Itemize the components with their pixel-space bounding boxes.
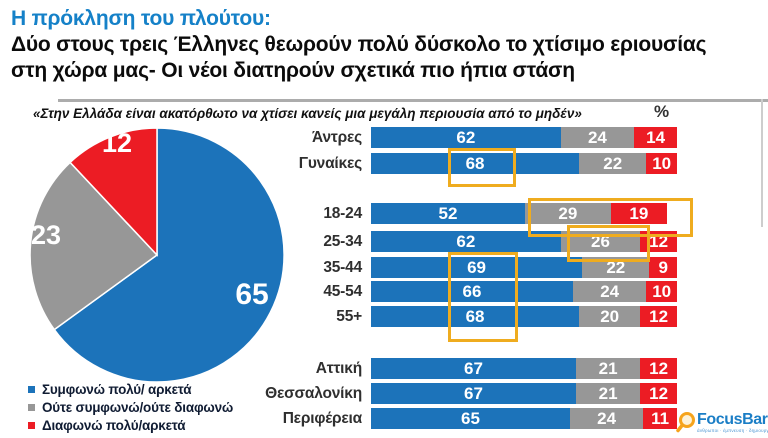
bar-category-label: Θεσσαλονίκη	[265, 385, 362, 402]
percent-unit-label: %	[654, 102, 670, 121]
bar-segment-disagree: 14	[634, 127, 677, 148]
bar-category-label: Άντρες	[312, 129, 362, 146]
highlight-box	[567, 225, 650, 262]
pie-value-label: 12	[102, 128, 132, 158]
legend-label: Ούτε συμφωνώ/ούτε διαφωνώ	[42, 400, 234, 415]
bar-segment-disagree: 9	[649, 257, 677, 278]
focusbari-logo: FocusBari άνθρωποι · έμπνευση · δημιουργ…	[675, 411, 768, 435]
bar-segment-agree: 68	[371, 153, 580, 174]
bar-segment-neutral: 20	[579, 306, 641, 327]
bar-track: 65 24 11	[371, 408, 677, 429]
bar-segment-neutral: 24	[572, 281, 647, 302]
bar-track: 68 22 10	[371, 153, 677, 174]
bar-track: 62 24 14	[371, 127, 677, 148]
bar-segment-agree: 62	[371, 127, 561, 148]
bar-segment-agree: 62	[371, 231, 561, 252]
bar-segment-agree: 66	[371, 281, 573, 302]
bar-track: 66 24 10	[371, 281, 677, 302]
legend-item: Συμφωνώ πολύ/ αρκετά	[28, 382, 192, 397]
legend-label: Συμφωνώ πολύ/ αρκετά	[42, 382, 192, 397]
bar-segment-agree: 67	[371, 383, 577, 404]
legend-swatch	[28, 422, 35, 429]
highlight-box	[528, 198, 693, 237]
bar-segment-neutral: 22	[582, 257, 650, 278]
pie-slice	[29, 161, 159, 331]
highlight-box	[448, 148, 516, 187]
bar-segment-neutral: 24	[569, 408, 644, 429]
bar-segment-agree: 68	[371, 306, 580, 327]
bar-category-label: 55+	[336, 308, 362, 325]
bar-category-label: Γυναίκες	[298, 155, 362, 172]
legend-swatch	[28, 386, 35, 393]
page-subtitle: Δύο στους τρεις Έλληνες θεωρούν πολύ δύσ…	[11, 33, 707, 82]
legend-label: Διαφωνώ πολύ/αρκετά	[42, 418, 186, 433]
bar-track: 68 20 12	[371, 306, 677, 327]
bar-segment-disagree: 10	[646, 153, 677, 174]
bar-segment-disagree: 12	[640, 306, 677, 327]
bar-segment-neutral: 22	[579, 153, 647, 174]
bar-segment-neutral: 21	[576, 358, 641, 379]
bar-segment-neutral: 24	[560, 127, 635, 148]
bar-category-label: 45-54	[323, 283, 362, 300]
panel-right-divider	[761, 99, 763, 227]
bar-category-label: 35-44	[323, 259, 362, 276]
bar-category-label: 18-24	[323, 205, 362, 222]
bar-category-label: Αττική	[315, 360, 362, 377]
bar-segment-agree: 65	[371, 408, 570, 429]
logo-tagline: άνθρωποι · έμπνευση · δημιουργία	[697, 428, 768, 434]
bar-segment-agree: 67	[371, 358, 577, 379]
bar-track: 67 21 12	[371, 383, 677, 404]
bar-segment-agree: 69	[371, 257, 583, 278]
bar-segment-agree: 52	[371, 203, 525, 224]
survey-question-quote: «Στην Ελλάδα είναι ακατόρθωτο να χτίσει …	[33, 106, 582, 121]
bar-segment-neutral: 29	[524, 203, 611, 224]
logo-name: FocusBari	[697, 411, 768, 429]
bar-segment-disagree: 10	[646, 281, 677, 302]
magnifier-icon	[676, 412, 696, 433]
bar-segment-disagree: 19	[610, 203, 667, 224]
legend-swatch	[28, 404, 35, 411]
highlight-box	[448, 252, 518, 342]
legend-item: Διαφωνώ πολύ/αρκετά	[28, 418, 186, 433]
bar-segment-disagree: 12	[640, 358, 677, 379]
bar-segment-disagree: 12	[640, 383, 677, 404]
bar-track: 69 22 9	[371, 257, 677, 278]
bar-segment-disagree: 11	[643, 408, 677, 429]
bar-category-label: Περιφέρεια	[282, 410, 363, 427]
bar-segment-neutral: 21	[576, 383, 641, 404]
bar-track: 67 21 12	[371, 358, 677, 379]
pie-slice	[69, 127, 158, 257]
bar-category-label: 25-34	[323, 233, 362, 250]
bar-track: 52 29 19	[371, 203, 667, 224]
page-title: Η πρόκληση του πλούτου:	[11, 7, 271, 30]
pie-value-label: 23	[31, 220, 61, 250]
panel-top-divider	[58, 99, 768, 102]
legend-item: Ούτε συμφωνώ/ούτε διαφωνώ	[28, 400, 233, 415]
